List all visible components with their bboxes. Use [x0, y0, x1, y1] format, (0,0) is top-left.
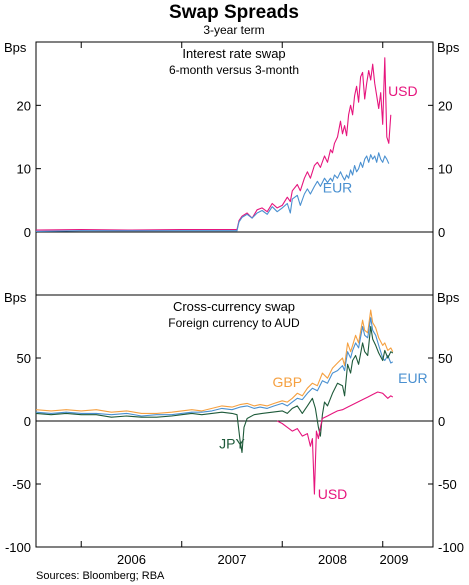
y-unit-left: Bps — [4, 40, 27, 55]
y-tick-label-left: 50 — [17, 351, 31, 366]
y-tick-label-right: 50 — [438, 351, 452, 366]
panel-title: Interest rate swap — [182, 46, 285, 61]
y-unit-left: Bps — [4, 290, 27, 305]
y-tick-label-left: -100 — [5, 540, 31, 555]
x-tick-label: 2008 — [318, 552, 347, 567]
y-tick-label-right: 0 — [438, 225, 445, 240]
y-tick-label-left: 0 — [24, 225, 31, 240]
y-tick-label-left: 10 — [17, 162, 31, 177]
series-line-eur — [35, 152, 390, 232]
x-tick-label: 2006 — [117, 552, 146, 567]
panel-interest-rate-swap: Bps Bps 0 0 10 10 20 20 Interest rate swap 6-mont… — [4, 40, 460, 240]
panel-cross-currency-swap: Bps Bps -100 -100 -50 -50 0 0 50 50 Cross-currency… — [4, 290, 464, 555]
series-label-gbp: GBP — [272, 374, 302, 390]
chart-subtitle: 3-year term — [203, 23, 264, 37]
series-line-gbp — [35, 309, 394, 414]
panel-subtitle: Foreign currency to AUD — [168, 316, 300, 330]
source-note: Sources: Bloomberg; RBA — [36, 570, 165, 582]
panel-title: Cross-currency swap — [173, 299, 295, 314]
x-tick-label: 2009 — [380, 552, 409, 567]
y-tick-label-right: -100 — [438, 540, 464, 555]
series-label-usd: USD — [318, 486, 348, 502]
y-tick-label-left: 20 — [17, 98, 31, 113]
y-unit-right: Bps — [437, 290, 460, 305]
x-tick-label: 2007 — [218, 552, 247, 567]
y-tick-label-left: 0 — [24, 414, 31, 429]
y-tick-label-right: 20 — [438, 98, 452, 113]
y-tick-label-right: -50 — [438, 477, 457, 492]
chart-title: Swap Spreads — [169, 2, 299, 23]
series-label-jpy: JPY — [219, 436, 245, 452]
y-tick-label-left: -50 — [12, 477, 31, 492]
series-label-eur: EUR — [398, 370, 428, 386]
series-line-usd — [35, 57, 392, 231]
y-unit-right: Bps — [437, 40, 460, 55]
panel-subtitle: 6-month versus 3-month — [169, 63, 299, 77]
series-line-usd — [276, 391, 394, 495]
series-line-jpy — [35, 325, 394, 454]
series-label-usd: USD — [388, 83, 418, 99]
y-tick-label-right: 0 — [438, 414, 445, 429]
y-tick-label-right: 10 — [438, 162, 452, 177]
series-line-eur — [35, 317, 394, 417]
series-label-eur: EUR — [323, 180, 353, 196]
